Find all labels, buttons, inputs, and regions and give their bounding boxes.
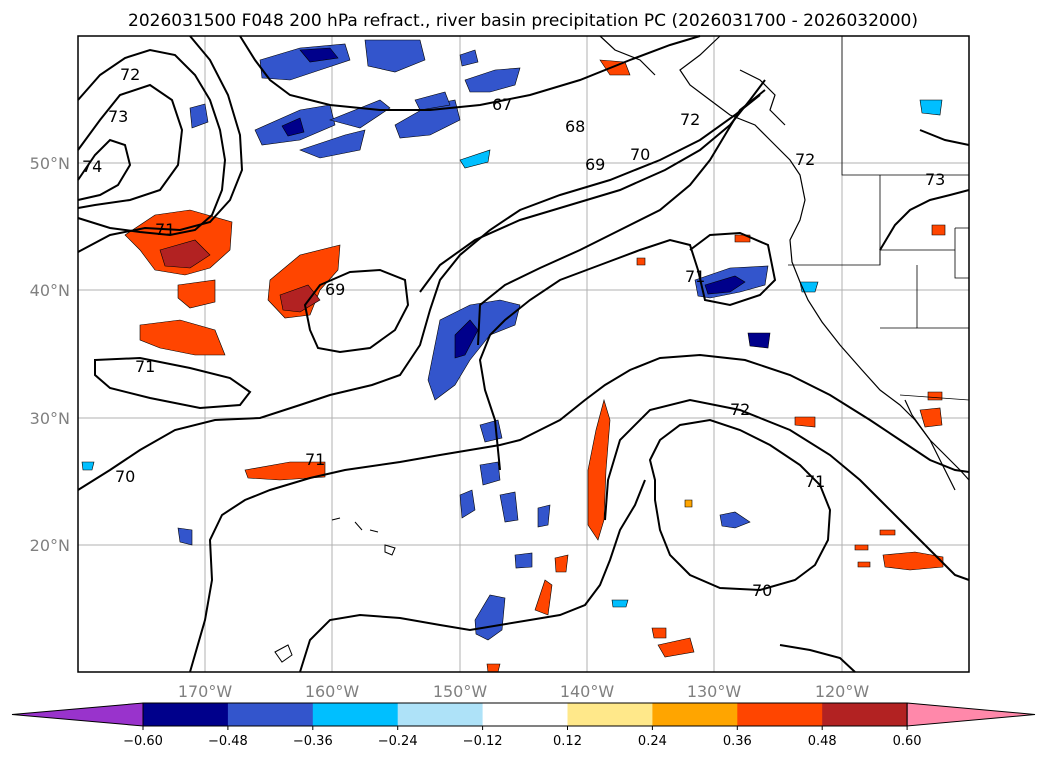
contour-label: 71 (805, 472, 825, 491)
lat-label: 40°N (30, 281, 70, 300)
contour-label: 69 (325, 280, 345, 299)
colorbar-tick-label: 0.36 (723, 734, 752, 749)
colorbar-tick-label: 0.12 (553, 734, 582, 749)
longitude-labels: 170°W 160°W 150°W 140°W 130°W 120°W (178, 682, 870, 701)
colorbar-tick-label: 0.24 (638, 734, 667, 749)
contour-label: 68 (565, 117, 585, 136)
lon-label: 150°W (433, 682, 488, 701)
contour-label: 73 (925, 170, 945, 189)
colorbar-frame (142, 702, 908, 727)
colorbar-swatch (397, 703, 484, 726)
contour-label: 70 (630, 145, 650, 164)
colorbar-tick-label: −0.60 (123, 734, 163, 749)
contour-label: 71 (135, 357, 155, 376)
borders (788, 36, 970, 401)
lon-label: 140°W (560, 682, 615, 701)
colorbar-extend-min (11, 702, 144, 727)
colorbar-tick-label: −0.48 (208, 734, 248, 749)
colorbar-swatch (822, 703, 908, 726)
lon-label: 130°W (687, 682, 742, 701)
colorbar-extend-max (906, 702, 1036, 727)
lat-label: 50°N (30, 154, 70, 173)
lon-label: 170°W (178, 682, 233, 701)
colorbar-tick-label: −0.36 (293, 734, 333, 749)
lon-label: 160°W (305, 682, 360, 701)
latitude-labels: 50°N 40°N 30°N 20°N (30, 154, 70, 555)
precip-positive-areas (124, 59, 946, 673)
colorbar-swatch (482, 703, 568, 726)
contour-label: 72 (730, 400, 750, 419)
colorbar-swatch (652, 703, 738, 726)
colorbar-swatch (737, 703, 823, 726)
figure-title: 2026031500 F048 200 hPa refract., river … (128, 11, 918, 31)
contour-label: 69 (585, 155, 605, 174)
gridlines (78, 36, 969, 672)
contour-label: 70 (752, 581, 772, 600)
contour-label: 74 (82, 157, 102, 176)
colorbar-tick-label: −0.24 (378, 734, 418, 749)
islands (274, 517, 396, 663)
contour-label: 72 (795, 150, 815, 169)
contour-label: 71 (305, 450, 325, 469)
colorbar-swatch (312, 703, 399, 726)
lat-label: 30°N (30, 409, 70, 428)
colorbar-tick-label: −0.12 (463, 734, 503, 749)
contour-label: 70 (115, 467, 135, 486)
contour-label: 72 (120, 65, 140, 84)
coastlines (599, 35, 970, 491)
contour-labels: 72 73 74 71 69 71 70 71 67 68 69 70 72 7… (82, 65, 945, 600)
colorbar-swatch (227, 703, 314, 726)
contour-label: 73 (108, 107, 128, 126)
colorbar-swatch (567, 703, 653, 726)
lat-label: 20°N (30, 536, 70, 555)
colorbar-tick-label: 0.48 (808, 734, 837, 749)
contour-label: 72 (680, 110, 700, 129)
colorbar: −0.60 −0.48 −0.36 −0.24 −0.12 0.12 0.24 0.36 0.4… (11, 702, 1036, 749)
contour-label: 71 (155, 220, 175, 239)
colorbar-tick-label: 0.60 (893, 734, 922, 749)
map-panel: 72 73 74 71 69 71 70 71 67 68 69 70 72 7… (77, 35, 970, 673)
refractivity-contours (77, 35, 970, 673)
lon-label: 120°W (815, 682, 870, 701)
contour-label: 67 (492, 95, 512, 114)
map-frame (77, 35, 970, 673)
precip-negative-areas (81, 39, 943, 641)
colorbar-swatch (143, 703, 229, 726)
contour-label: 71 (685, 267, 705, 286)
